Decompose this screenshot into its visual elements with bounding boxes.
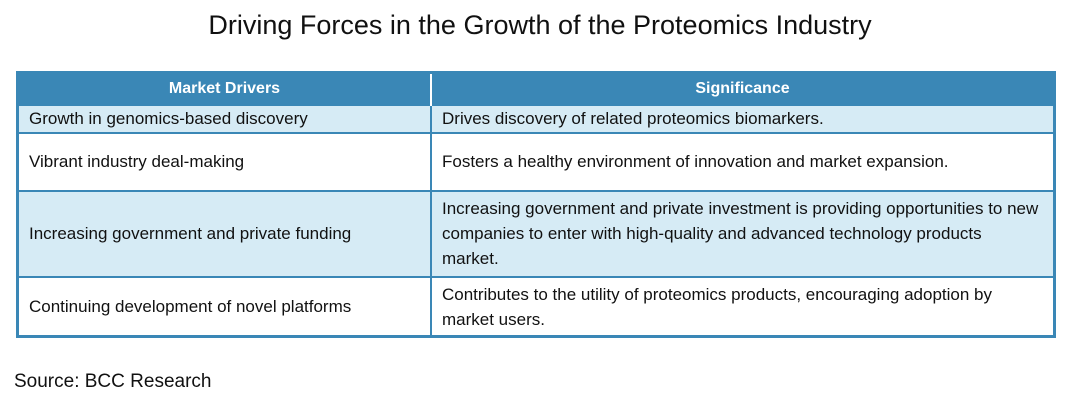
significance-cell: Increasing government and private invest… [430,189,1053,278]
significance-cell: Drives discovery of related proteomics b… [430,104,1053,133]
source-note: Source: BCC Research [14,371,212,392]
table-row: Increasing government and private fundin… [19,189,1053,278]
header-market-drivers: Market Drivers [19,74,431,105]
drivers-table: Market Drivers Significance Growth in ge… [16,71,1056,338]
drivers-table-grid: Market Drivers Significance Growth in ge… [19,74,1053,335]
table-row: Vibrant industry deal-making Fosters a h… [19,131,1053,191]
driver-cell: Growth in genomics-based discovery [19,104,431,133]
driver-cell: Vibrant industry deal-making [19,131,431,191]
table-row: Growth in genomics-based discovery Drive… [19,104,1053,133]
page-title: Driving Forces in the Growth of the Prot… [208,10,872,40]
significance-cell: Fosters a healthy environment of innovat… [430,131,1053,191]
table-header-row: Market Drivers Significance [19,74,1053,105]
table-row: Continuing development of novel platform… [19,276,1053,335]
driver-cell: Increasing government and private fundin… [19,189,431,278]
header-significance: Significance [430,74,1053,105]
significance-cell: Contributes to the utility of proteomics… [430,276,1053,335]
driver-cell: Continuing development of novel platform… [19,276,431,335]
